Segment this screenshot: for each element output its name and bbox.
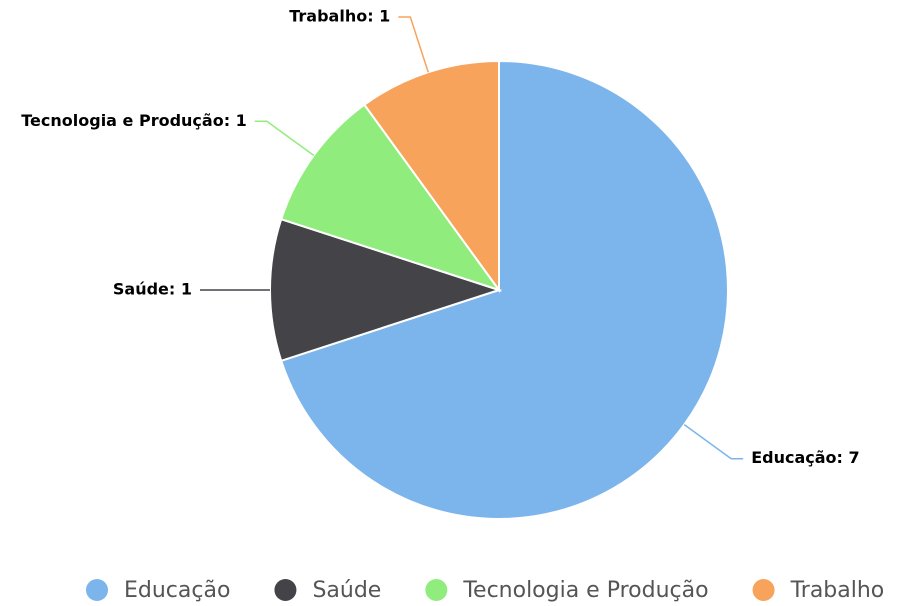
connector [398, 16, 429, 73]
legend-label[interactable]: Educação [124, 578, 230, 603]
connector [683, 423, 744, 460]
legend-marker [86, 579, 108, 601]
legend-marker [274, 579, 297, 601]
connector [254, 120, 315, 157]
legend-marker [425, 579, 448, 601]
legend-label[interactable]: Trabalho [790, 578, 885, 603]
data-label: Tecnologia e Produção: 1 [21, 111, 247, 130]
legend-label[interactable]: Saúde [312, 578, 381, 603]
data-label: Educação: 7 [751, 448, 859, 467]
legend-label[interactable]: Tecnologia e Produção [462, 578, 708, 603]
data-label: Saúde: 1 [113, 280, 192, 299]
legend-marker [752, 579, 775, 601]
pie-slice [279, 59, 729, 520]
data-label: Trabalho: 1 [289, 7, 390, 26]
